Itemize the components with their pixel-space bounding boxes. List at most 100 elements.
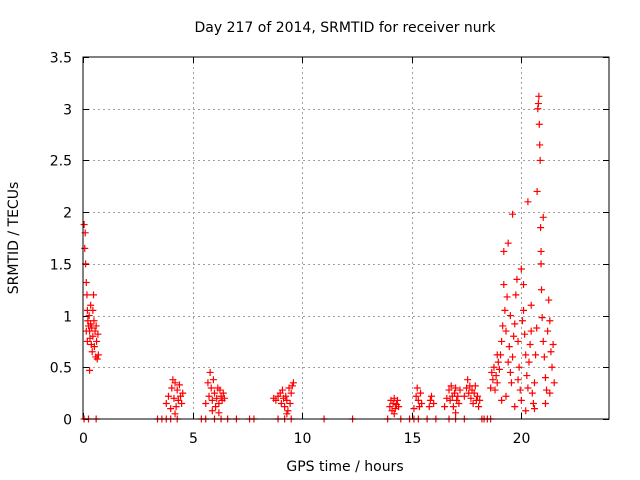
data-point [467,394,475,402]
data-point [513,275,521,283]
x-axis-label: GPS time / hours [286,459,403,475]
data-point [499,322,507,330]
data-point [202,399,210,407]
data-point [544,327,552,335]
data-point [171,410,179,418]
data-point [174,396,182,404]
data-point [170,394,178,402]
x-tick-label: 20 [513,431,531,447]
data-point [537,247,545,255]
data-point [502,327,510,335]
data-point [509,210,517,218]
data-point [522,351,530,359]
data-point [498,337,506,345]
y-tick-label: 0.5 [50,361,72,377]
data-point [535,92,543,100]
data-point [520,281,528,289]
data-point [541,374,549,382]
data-point [389,399,397,407]
data-point [495,365,503,373]
data-point [94,351,102,359]
data-point [430,399,438,407]
data-point [281,403,289,411]
data-point [510,332,518,340]
data-point [395,403,403,411]
data-point [455,399,463,407]
data-point [445,386,453,394]
y-tick-label: 3.5 [50,51,72,67]
y-tick-label: 1.5 [50,258,72,274]
data-point [427,392,435,400]
data-point [220,394,228,402]
data-point [543,386,551,394]
data-point [208,396,216,404]
data-point [534,100,542,108]
data-point [469,399,477,407]
data-point [539,213,547,221]
x-tick-label: 0 [79,431,88,447]
data-point [386,403,394,411]
y-tick-label: 2 [63,206,72,222]
data-points [80,92,558,423]
data-point [414,396,422,404]
data-point [283,396,291,404]
data-point [512,291,520,299]
data-point [493,351,501,359]
data-point [507,379,515,387]
data-point [211,389,218,397]
data-point [446,396,454,404]
data-point [90,317,98,325]
data-point [498,396,506,404]
data-point [546,389,554,397]
data-point [500,281,508,289]
data-point [173,386,181,394]
data-point [470,389,478,397]
data-point [471,382,479,390]
data-point [535,120,543,128]
data-point [81,244,89,252]
data-point [529,399,537,407]
x-tick-label: 15 [404,431,422,447]
data-point [390,410,398,418]
data-point [488,368,496,376]
data-point [209,376,217,384]
data-point [530,405,538,413]
data-point [452,409,460,417]
data-point [550,379,558,387]
data-point [522,407,530,415]
data-point [82,278,90,286]
data-point [524,198,532,206]
data-point [88,348,96,356]
data-point [207,384,215,392]
data-point [441,403,449,411]
data-point [549,341,557,349]
data-point [90,343,98,351]
data-point [532,351,540,359]
data-point [521,330,529,338]
data-point [527,327,535,335]
data-point [172,403,180,411]
data-point [541,399,549,407]
data-point [500,247,508,255]
data-point [85,312,93,320]
data-point [509,353,517,361]
data-point [284,407,292,415]
data-point [476,396,484,404]
data-point [450,389,458,397]
data-point [92,322,100,330]
data-point [504,358,512,366]
data-point [288,382,296,390]
data-point [526,341,534,349]
data-point [548,363,556,371]
data-point [517,396,525,404]
data-point [83,291,91,299]
data-point [537,260,545,268]
data-point [94,330,102,338]
data-point [530,379,538,387]
data-point [87,301,95,309]
data-point [511,403,519,411]
data-point [533,187,541,195]
data-point [89,332,97,340]
y-tick-label: 3 [63,103,72,119]
